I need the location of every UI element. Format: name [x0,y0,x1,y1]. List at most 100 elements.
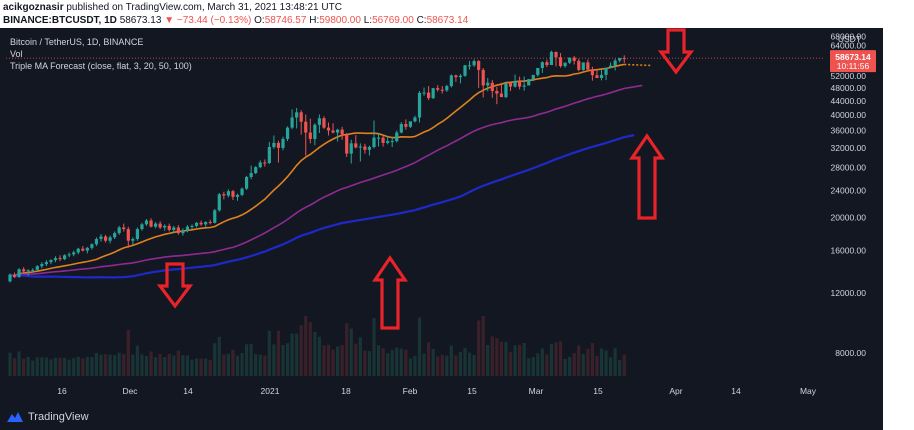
volume-bar [572,353,576,376]
price-tick-label: 28000.00 [831,163,867,173]
candle-body [449,75,453,87]
symbol-name: BINANCE:BTCUSDT, 1D [3,15,117,26]
volume-bar [149,351,153,376]
candle-body [254,167,258,174]
moving-averages [9,63,625,279]
candle-body [413,117,417,122]
volume-bar [586,348,590,376]
candle-body [258,162,262,168]
candle-body [558,57,563,67]
chart-svg[interactable]: USDT 8000.00 12000.00 16000.00 20000.00 24000… [0,28,883,404]
volume-bar [81,358,85,376]
volume-bar [99,354,103,376]
volume-bar [340,345,344,376]
volume-bar [126,329,130,376]
price-tick-label: 24000.00 [831,186,867,196]
candle-body [427,92,431,99]
arrow-up-icon [628,133,666,220]
tradingview-logo[interactable]: TradingView [6,410,89,424]
volume-bar [349,328,353,376]
candle-body [194,222,199,226]
volume-bar [545,354,549,376]
volume-bar [76,356,80,376]
volume-bar [431,349,435,376]
candle-body [458,75,463,78]
candle-body [276,142,281,148]
volume-bar [90,357,94,376]
volume-bar [176,350,180,376]
candle-body [245,176,249,189]
candle-body [313,124,317,139]
volume-bar [386,353,390,376]
high-value: 59800.00 [319,15,361,26]
candle-body [131,239,135,241]
candle-body [390,141,394,143]
candle-body [226,191,230,196]
low-value: 56769.00 [372,15,414,26]
volume-bar [235,355,240,376]
tradingview-icon [7,412,23,422]
volume-bar [563,358,567,376]
legend-title[interactable]: Bitcoin / TetherUS, 1D, BINANCE [10,37,144,47]
time-tick-label: Apr [669,386,682,396]
candles [8,50,626,283]
price-tick-label: 32000.00 [831,143,867,153]
volume-bar [40,357,44,376]
volume-bar [204,358,208,376]
volume-bar [72,358,76,376]
candle-body [422,92,426,94]
volume-bar [22,358,26,376]
candle-body [477,61,481,70]
publisher-name[interactable]: acikgoznasir [3,2,64,13]
price-tick-label: 48000.00 [831,83,867,93]
volume-bar [354,343,358,376]
volume-bar [85,356,89,376]
chart-area[interactable]: USDT 8000.00 12000.00 16000.00 20000.00 24000… [0,28,883,404]
candle-body [149,220,153,227]
candle-countdown: 10:11:56 [837,61,870,71]
arrow-down-icon [657,28,695,75]
candle-body [440,89,444,91]
time-tick-label: 15 [593,386,603,396]
current-price-label: 58673.14 [835,52,871,62]
volume-bar [527,358,531,376]
time-tick-label: Mar [529,386,544,396]
volume-bar [190,359,194,376]
volume-bar [249,343,253,376]
volume-bar [295,333,299,376]
volume-bar [217,336,221,376]
candle-body [549,51,554,66]
volume-bar [549,343,554,376]
volume-bar [504,341,508,376]
volume-bar [372,317,376,376]
volume-bar [467,352,472,376]
price-tick-label: 16000.00 [831,246,867,256]
candle-body [590,69,594,76]
legend-vol[interactable]: Vol [10,49,23,59]
price-axis: USDT 8000.00 12000.00 16000.00 20000.00 24000… [830,31,876,358]
footer: TradingView [0,404,883,430]
volume-bar [599,348,604,376]
legend-indicator[interactable]: Triple MA Forecast (close, flat, 3, 20, … [10,61,192,71]
candle-body [26,270,30,272]
candle-body [117,227,121,234]
volume-bar [31,360,35,376]
volume-bar [622,354,626,376]
price-tick-label: 68000.00 [831,31,867,41]
candle-body [317,118,321,125]
candle-body [408,121,412,127]
volume-bar [568,356,572,376]
candle-body [554,51,558,58]
candle-body [231,191,235,197]
low-label: L: [363,15,373,26]
candle-body [508,83,513,87]
volume-bar [499,341,503,376]
ma-20-line [9,63,625,277]
volume-bar [122,353,126,376]
ma-100-line [9,136,625,279]
candle-body [581,62,585,70]
candle-body [90,244,94,248]
candle-body [386,141,390,143]
candle-body [399,124,403,133]
volume-bar [194,358,199,376]
